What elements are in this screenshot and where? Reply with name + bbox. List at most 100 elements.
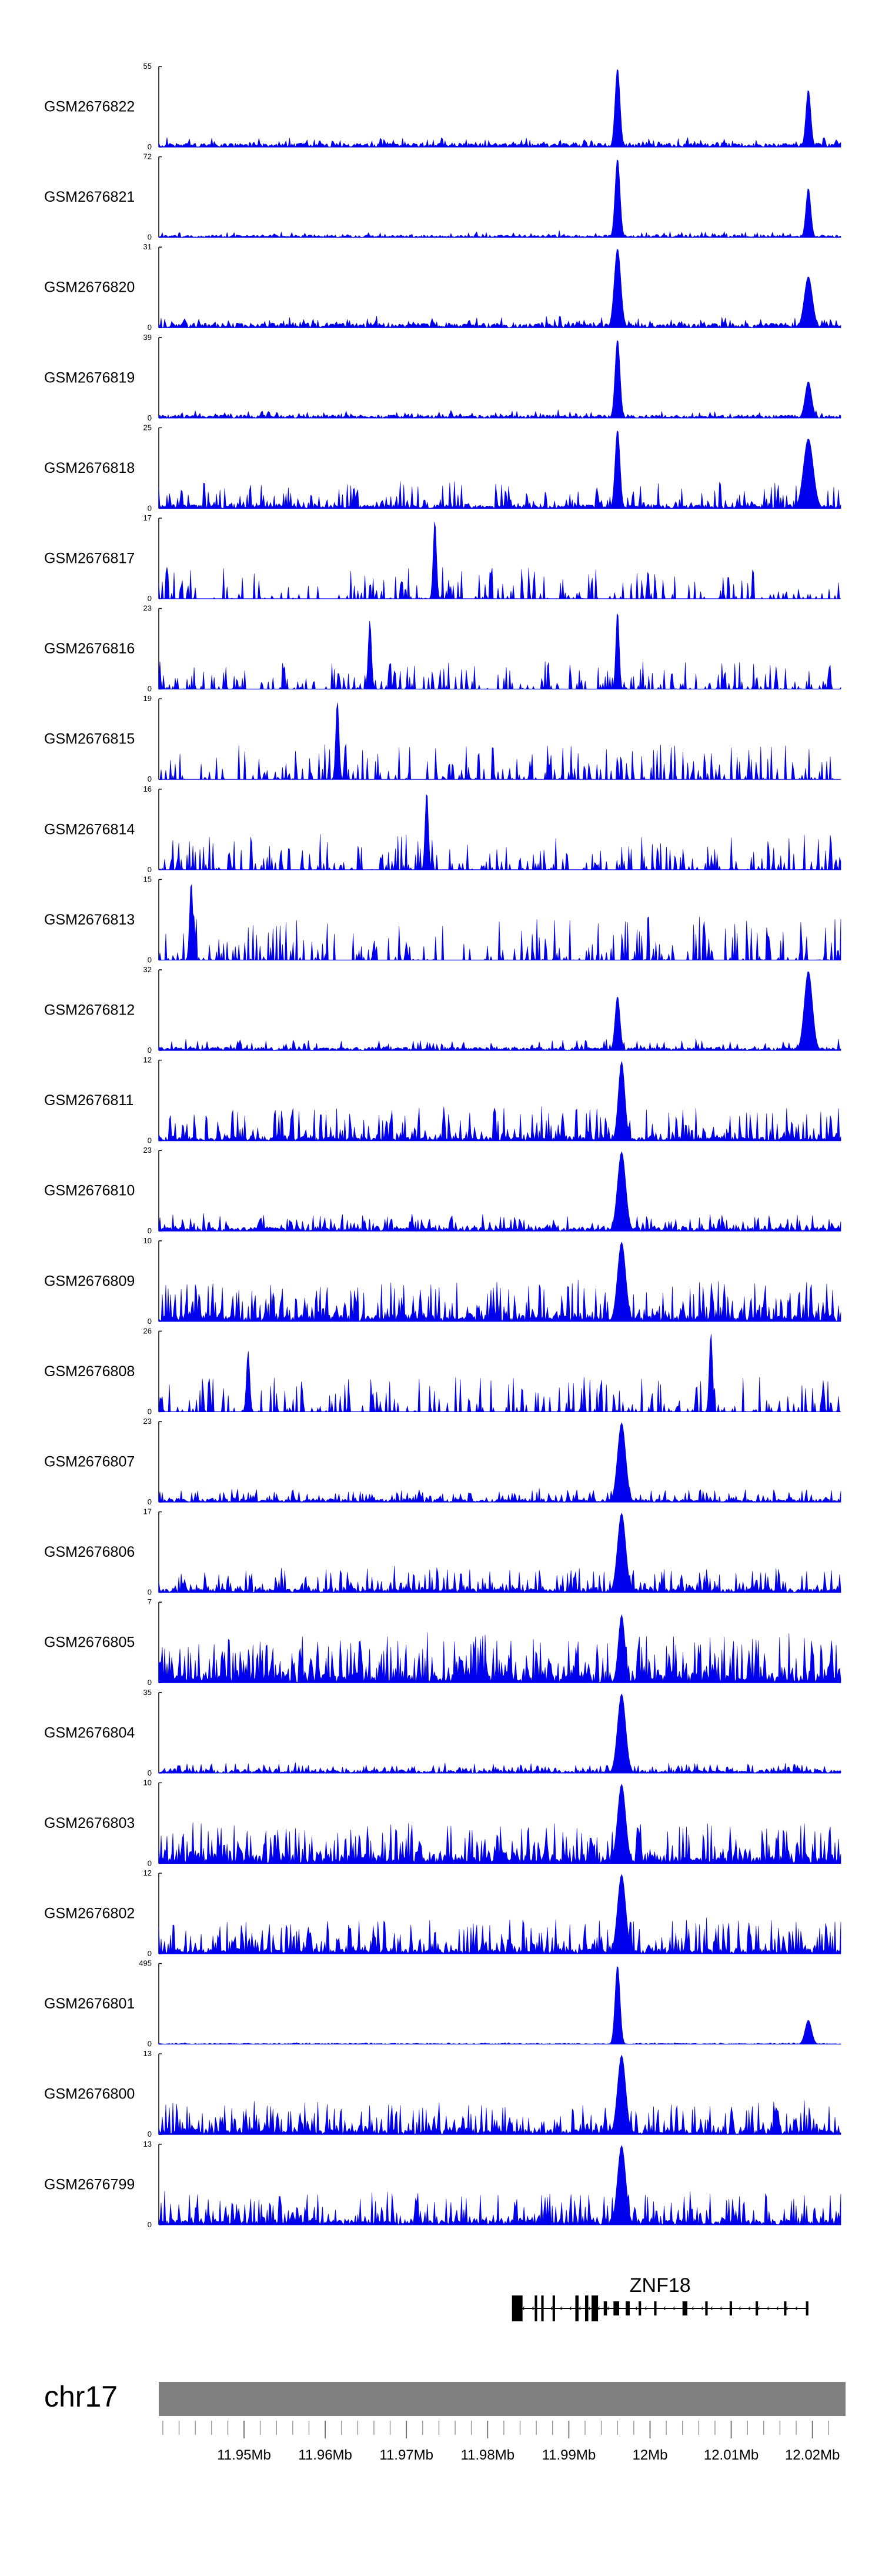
y-max-label: 13 bbox=[143, 2049, 152, 2058]
track-GSM2676806: GSM2676806 17 0 bbox=[44, 1507, 841, 1597]
y-max-label: 23 bbox=[143, 1417, 152, 1426]
track-label: GSM2676802 bbox=[44, 1906, 135, 1922]
y-max-label: 55 bbox=[143, 62, 152, 71]
strand-arrow bbox=[522, 2306, 525, 2311]
coverage-area bbox=[158, 1334, 841, 1413]
coverage-area bbox=[158, 1242, 841, 1322]
y-max-label: 15 bbox=[143, 875, 152, 883]
strand-arrow bbox=[635, 2306, 638, 2311]
coverage-area bbox=[158, 613, 841, 690]
y-min-label: 0 bbox=[148, 2040, 152, 2048]
y-min-label: 0 bbox=[148, 1769, 152, 1777]
track-GSM2676820: GSM2676820 31 0 bbox=[44, 242, 841, 332]
y-min-label: 0 bbox=[148, 323, 152, 332]
gene-exon bbox=[756, 2301, 759, 2315]
track-GSM2676821: GSM2676821 72 0 bbox=[44, 152, 841, 242]
y-max-label: 17 bbox=[143, 1507, 152, 1516]
y-min-label: 0 bbox=[148, 2130, 152, 2138]
coverage-area bbox=[158, 1061, 841, 1142]
gene-exon bbox=[552, 2295, 555, 2321]
track-label: GSM2676822 bbox=[44, 99, 135, 115]
y-max-label: 35 bbox=[143, 1688, 152, 1697]
track-GSM2676817: GSM2676817 17 0 bbox=[44, 513, 841, 603]
track-GSM2676815: GSM2676815 19 0 bbox=[44, 694, 841, 783]
coverage-area bbox=[158, 1783, 841, 1864]
y-min-label: 0 bbox=[148, 1678, 152, 1687]
strand-arrow bbox=[795, 2306, 798, 2311]
track-label: GSM2676814 bbox=[44, 821, 135, 837]
strand-arrow bbox=[607, 2306, 610, 2311]
y-min-label: 0 bbox=[148, 1407, 152, 1416]
strand-arrow bbox=[560, 2306, 563, 2311]
y-max-label: 7 bbox=[148, 1597, 152, 1606]
genome-axis: chr17 11.95Mb 11.96Mb 11.97Mb 11.98Mb 11.99M… bbox=[44, 2380, 846, 2463]
track-label: GSM2676799 bbox=[44, 2176, 135, 2193]
gene-exon bbox=[682, 2301, 687, 2315]
track-label: GSM2676817 bbox=[44, 550, 135, 567]
track-label: GSM2676806 bbox=[44, 1544, 135, 1560]
gene-exon bbox=[585, 2295, 589, 2321]
gene-exon bbox=[784, 2301, 787, 2315]
tick-label: 11.98Mb bbox=[460, 2447, 514, 2463]
tick-label: 11.99Mb bbox=[542, 2447, 596, 2463]
y-max-label: 23 bbox=[143, 1146, 152, 1154]
y-min-label: 0 bbox=[148, 955, 152, 964]
gene-exon bbox=[534, 2295, 537, 2321]
track-label: GSM2676820 bbox=[44, 279, 135, 296]
y-max-label: 12 bbox=[143, 1056, 152, 1065]
track-label: GSM2676801 bbox=[44, 1996, 135, 2012]
track-GSM2676808: GSM2676808 26 0 bbox=[44, 1326, 841, 1416]
track-label: GSM2676808 bbox=[44, 1363, 135, 1380]
coverage-area bbox=[158, 522, 841, 600]
gene-exons bbox=[512, 2295, 808, 2321]
strand-arrow bbox=[767, 2306, 770, 2311]
y-max-label: 26 bbox=[143, 1326, 152, 1335]
coverage-area bbox=[158, 430, 841, 509]
track-label: GSM2676816 bbox=[44, 640, 135, 657]
y-min-label: 0 bbox=[148, 1858, 152, 1867]
y-max-label: 12 bbox=[143, 1868, 152, 1877]
strand-arrow bbox=[673, 2306, 676, 2311]
y-min-label: 0 bbox=[148, 1949, 152, 1958]
y-min-label: 0 bbox=[148, 1136, 152, 1145]
track-GSM2676799: GSM2676799 13 0 bbox=[44, 2140, 841, 2229]
track-GSM2676814: GSM2676814 16 0 bbox=[44, 785, 841, 874]
track-GSM2676816: GSM2676816 23 0 bbox=[44, 604, 841, 693]
y-min-label: 0 bbox=[148, 233, 152, 242]
y-max-label: 23 bbox=[143, 604, 152, 613]
y-max-label: 10 bbox=[143, 1778, 152, 1787]
coverage-area bbox=[158, 1422, 841, 1503]
gene-exon bbox=[729, 2301, 732, 2315]
gene-exon bbox=[541, 2295, 544, 2321]
track-GSM2676809: GSM2676809 10 0 bbox=[44, 1236, 841, 1326]
tick-label: 12.01Mb bbox=[704, 2447, 759, 2463]
strand-arrow bbox=[588, 2306, 591, 2311]
track-GSM2676812: GSM2676812 32 0 bbox=[44, 965, 841, 1055]
y-max-label: 16 bbox=[143, 785, 152, 793]
y-max-label: 19 bbox=[143, 694, 152, 703]
strand-arrow bbox=[644, 2306, 647, 2311]
y-max-label: 25 bbox=[143, 423, 152, 432]
coverage-area bbox=[158, 1874, 841, 1954]
tick-label: 12.02Mb bbox=[785, 2447, 840, 2463]
y-max-label: 13 bbox=[143, 2140, 152, 2148]
track-label: GSM2676812 bbox=[44, 1002, 135, 1019]
coverage-area bbox=[158, 249, 841, 329]
y-max-label: 31 bbox=[143, 242, 152, 251]
track-label: GSM2676819 bbox=[44, 369, 135, 386]
chromosome-label: chr17 bbox=[44, 2380, 118, 2413]
track-label: GSM2676803 bbox=[44, 1815, 135, 1831]
track-label: GSM2676807 bbox=[44, 1454, 135, 1470]
tick-label: 12Mb bbox=[632, 2447, 667, 2463]
strand-arrow bbox=[569, 2306, 572, 2311]
track-GSM2676822: GSM2676822 55 0 bbox=[44, 62, 841, 151]
y-min-label: 0 bbox=[148, 594, 152, 603]
y-min-label: 0 bbox=[148, 1226, 152, 1235]
strand-arrow bbox=[748, 2306, 751, 2311]
track-label: GSM2676804 bbox=[44, 1724, 135, 1741]
gene-exon bbox=[806, 2301, 808, 2315]
strand-arrow bbox=[550, 2306, 553, 2311]
track-GSM2676807: GSM2676807 23 0 bbox=[44, 1417, 841, 1506]
y-min-label: 0 bbox=[148, 685, 152, 693]
